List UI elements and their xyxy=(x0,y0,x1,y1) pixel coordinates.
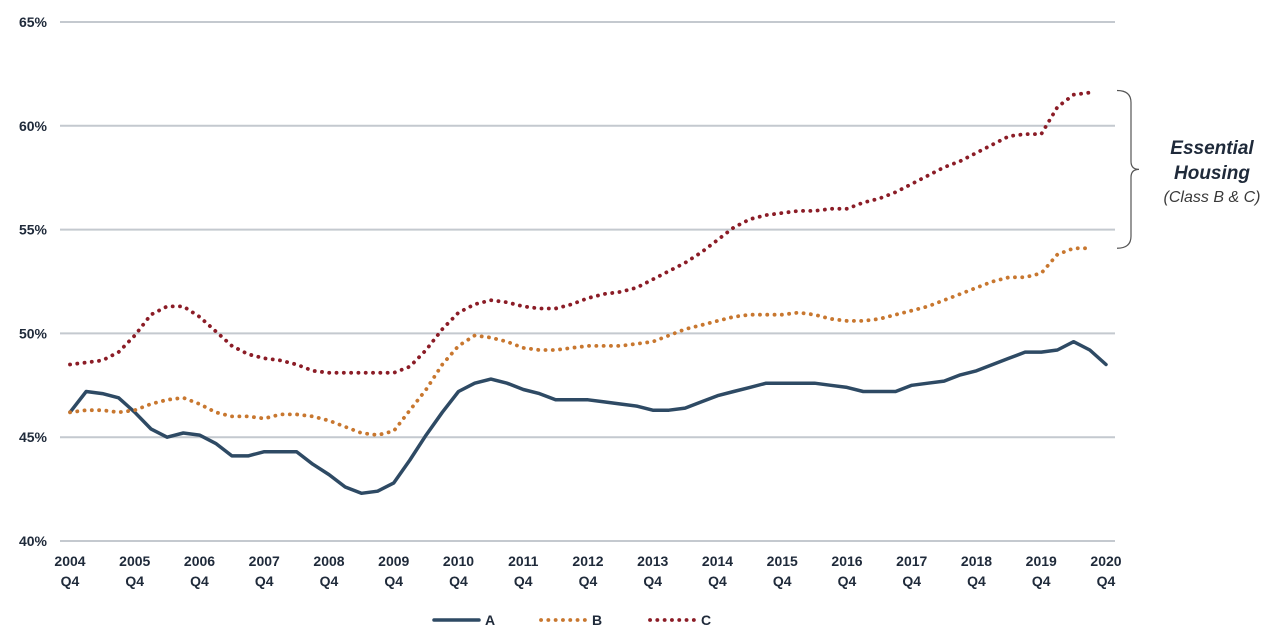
x-tick-label-quarter: Q4 xyxy=(190,573,209,589)
x-tick-label-quarter: Q4 xyxy=(643,573,662,589)
y-tick-label: 65% xyxy=(19,14,48,30)
y-tick-label: 55% xyxy=(19,222,48,238)
y-axis-ticks: 40% 45% 50% 55% 60% 65% xyxy=(19,14,48,549)
x-tick-label-year: 2005 xyxy=(119,553,150,569)
y-tick-label: 60% xyxy=(19,118,48,134)
x-tick-label-year: 2007 xyxy=(249,553,280,569)
x-tick-label-quarter: Q4 xyxy=(61,573,80,589)
x-tick-label-year: 2012 xyxy=(572,553,603,569)
y-tick-label: 45% xyxy=(19,429,48,445)
x-tick-label-quarter: Q4 xyxy=(320,573,339,589)
legend-label-c: C xyxy=(701,612,711,628)
annotation-title-line1: Essential xyxy=(1170,138,1254,159)
x-tick-label-quarter: Q4 xyxy=(514,573,533,589)
essential-housing-annotation: Essential Housing (Class B & C) xyxy=(1116,89,1261,249)
x-tick-label-year: 2014 xyxy=(702,553,733,569)
x-tick-label-year: 2015 xyxy=(767,553,798,569)
x-tick-label-quarter: Q4 xyxy=(579,573,598,589)
x-tick-label-year: 2013 xyxy=(637,553,668,569)
x-tick-label-quarter: Q4 xyxy=(449,573,468,589)
y-tick-label: 50% xyxy=(19,325,48,341)
x-tick-label-year: 2008 xyxy=(313,553,344,569)
x-tick-label-year: 2009 xyxy=(378,553,409,569)
x-tick-label-quarter: Q4 xyxy=(708,573,727,589)
x-tick-label-year: 2017 xyxy=(896,553,927,569)
x-tick-label-quarter: Q4 xyxy=(902,573,921,589)
annotation-subtitle: (Class B & C) xyxy=(1164,189,1261,206)
x-tick-label-quarter: Q4 xyxy=(384,573,403,589)
x-tick-label-quarter: Q4 xyxy=(1097,573,1116,589)
series-line-a xyxy=(68,339,1108,496)
x-tick-label-quarter: Q4 xyxy=(1032,573,1051,589)
series-line-c xyxy=(68,90,1092,375)
legend-label-a: A xyxy=(485,612,495,628)
legend-label-b: B xyxy=(592,612,602,628)
x-tick-label-year: 2016 xyxy=(831,553,862,569)
x-axis-ticks: 2004 Q4 2005 Q4 2006 Q4 2007 Q4 2008 Q4 2009 Q4 2010… xyxy=(54,553,1121,589)
x-tick-label-year: 2020 xyxy=(1090,553,1121,569)
series-line-b xyxy=(68,246,1092,438)
annotation-bracket xyxy=(1116,89,1140,249)
series-layer xyxy=(68,90,1108,496)
y-tick-label: 40% xyxy=(19,533,48,549)
x-tick-label-quarter: Q4 xyxy=(773,573,792,589)
gridlines xyxy=(60,21,1115,542)
annotation-title-line2: Housing xyxy=(1174,163,1250,184)
x-tick-label-year: 2018 xyxy=(961,553,992,569)
x-tick-label-year: 2011 xyxy=(508,553,539,569)
legend: A B C xyxy=(432,612,711,628)
x-tick-label-year: 2010 xyxy=(443,553,474,569)
x-tick-label-quarter: Q4 xyxy=(967,573,986,589)
x-tick-label-quarter: Q4 xyxy=(125,573,144,589)
x-tick-label-year: 2004 xyxy=(54,553,85,569)
x-tick-label-year: 2006 xyxy=(184,553,215,569)
x-tick-label-quarter: Q4 xyxy=(255,573,274,589)
x-tick-label-year: 2019 xyxy=(1026,553,1057,569)
x-tick-label-quarter: Q4 xyxy=(838,573,857,589)
